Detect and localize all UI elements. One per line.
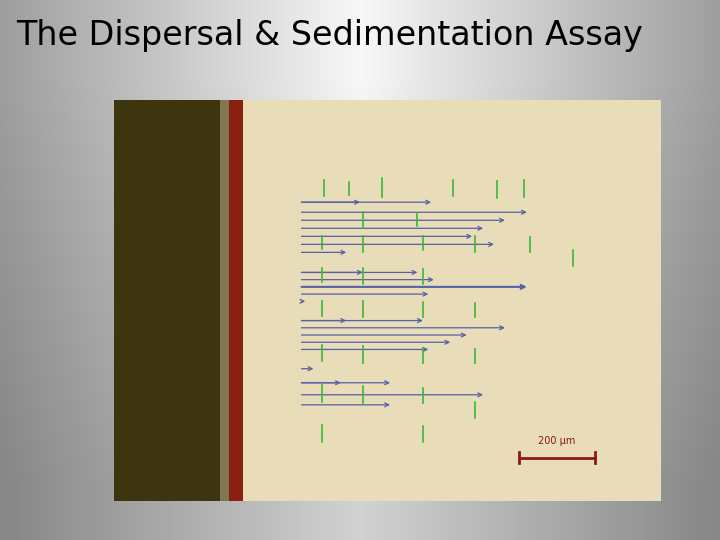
Bar	[114, 100, 229, 501]
Text: 200 μm: 200 μm	[539, 436, 576, 446]
Bar	[114, 100, 661, 501]
Bar	[229, 100, 243, 501]
Bar	[220, 100, 229, 501]
Text: The Dispersal & Sedimentation Assay: The Dispersal & Sedimentation Assay	[16, 19, 643, 52]
